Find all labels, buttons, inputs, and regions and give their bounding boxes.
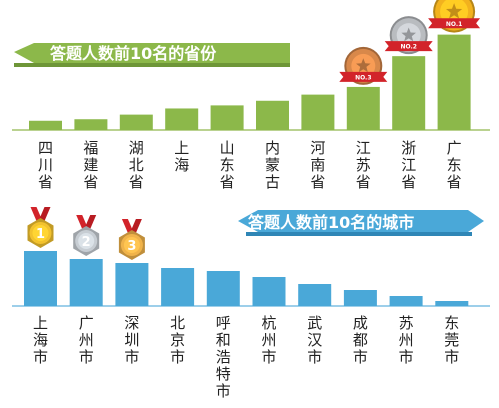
city-label: 苏州市 [399,314,414,366]
province-labels: 四川省 福建省 湖北省 上海 山东省 内蒙古 河南省 江苏省 浙江省 广东省 [38,139,462,191]
star-icon [356,58,371,73]
city-label: 呼和浩特市 [216,314,231,400]
city-bar [115,263,149,306]
province-label: 浙江省 [401,139,416,191]
city-label: 北京市 [170,314,185,366]
medal-rank-text: NO.2 [400,44,416,51]
city-label: 广州市 [79,314,94,366]
province-bars [29,34,471,130]
province-bar [165,108,199,130]
star-icon [401,27,416,42]
medal-ribbon [121,219,134,233]
province-bar [437,34,471,130]
province-chart: 答题人数前10名的省份 NO.1 NO.2 NO.3 四川省 福建省 湖北省 上海 山东省 内… [12,0,490,191]
city-label: 深圳市 [124,314,139,366]
city-label: 杭州市 [261,314,276,366]
city-labels: 上海市 广州市 深圳市 北京市 呼和浩特市 杭州市 武汉市 成都市 苏州市 东莞市 [33,314,459,400]
city-bar [69,259,103,306]
province-banner-shadow [14,63,290,67]
province-bar [392,56,426,130]
province-medals: NO.1 NO.2 NO.3 [339,0,481,85]
city-bar [206,271,240,306]
medal-rank-text: 1 [36,227,45,242]
province-bar [119,114,153,130]
city-bar [298,284,332,306]
city-label: 东莞市 [444,314,459,366]
city-label: 上海市 [33,314,48,366]
province-label: 福建省 [83,139,98,191]
province-label: 湖北省 [129,139,144,191]
province-bar [256,100,289,130]
city-medals: 1 2 3 [27,207,145,260]
rank-medal: NO.1 [428,0,481,33]
medal-rank-text: NO.3 [355,74,371,81]
city-bars [24,251,469,306]
city-banner [238,210,484,232]
province-label: 上海 [174,139,189,174]
rank-medal: 1 [27,207,54,248]
medal-ribbon [30,207,43,221]
province-label: 广东省 [447,139,462,191]
province-banner [14,43,290,63]
city-bar [252,277,286,306]
province-bar [210,105,244,130]
province-bar [74,119,108,130]
province-bar [346,86,380,130]
province-label: 江苏省 [356,139,371,191]
city-bar [161,268,195,306]
city-bar [389,296,423,306]
city-label: 成都市 [353,314,368,366]
medal-rank-text: NO.1 [446,21,462,28]
province-bar [29,120,62,130]
province-chart-title: 答题人数前10名的省份 [50,44,217,63]
province-label: 山东省 [220,139,235,191]
medal-rank-text: 3 [127,239,136,254]
province-label: 四川省 [38,139,53,191]
city-banner-shadow [246,232,472,236]
rank-medal: NO.2 [384,16,433,55]
city-bar [343,290,377,306]
city-label: 武汉市 [307,314,322,366]
province-label: 河南省 [310,139,325,191]
province-bar [301,94,335,130]
medal-ribbon [38,207,51,221]
medal-ribbon [84,215,97,229]
medal-ribbon [339,71,388,82]
medal-ribbon [428,18,481,29]
city-chart: 答题人数前10名的城市 1 2 3 上海市 广州市 深圳市 北京市 呼和浩特市 杭州市 武汉市 成… [12,207,490,400]
medal-ribbon [384,41,433,52]
city-bar [24,251,57,306]
medal-ribbon [129,219,142,233]
city-chart-title: 答题人数前10名的城市 [248,213,414,232]
medal-ribbon [76,215,89,229]
rank-medal: 2 [73,215,100,256]
medal-rank-text: 2 [82,235,91,250]
rank-medal: 3 [118,219,145,260]
star-icon [446,3,463,19]
city-bar [435,301,469,306]
rank-medal: NO.3 [339,46,388,85]
province-label: 内蒙古 [265,139,280,191]
